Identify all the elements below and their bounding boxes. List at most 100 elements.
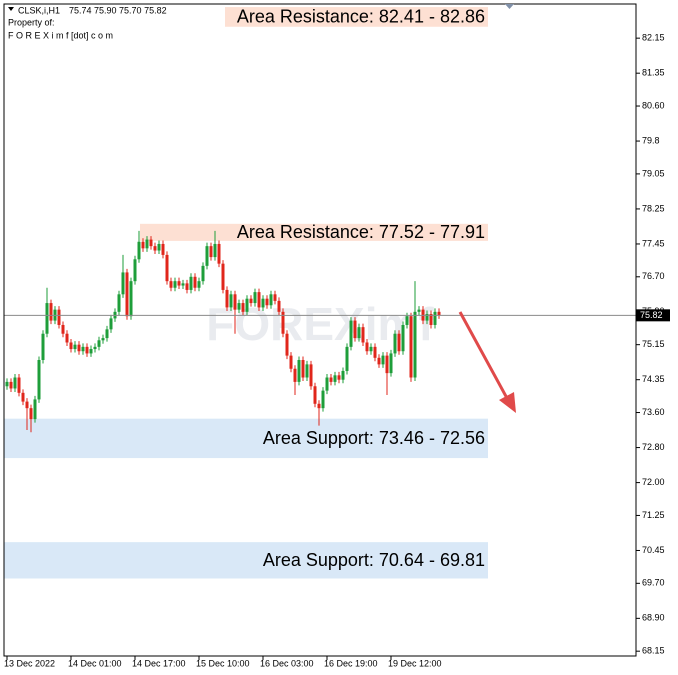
candle-body xyxy=(257,292,261,308)
candle-body xyxy=(141,241,145,249)
candle-body xyxy=(125,272,129,317)
candle-body xyxy=(337,375,341,380)
candle-body xyxy=(365,342,369,352)
candle-body xyxy=(433,311,437,325)
price-label: 75.82 xyxy=(640,310,663,320)
candle-body xyxy=(297,359,301,382)
y-tick-label: 74.35 xyxy=(642,374,665,384)
y-tick-label: 73.60 xyxy=(642,407,665,417)
candle-body xyxy=(189,276,193,290)
candle-body xyxy=(197,281,201,288)
candle-body xyxy=(373,346,377,358)
candle-body xyxy=(65,333,69,343)
candle-body xyxy=(181,283,185,286)
candle-body xyxy=(221,263,225,290)
candle-body xyxy=(369,346,373,352)
candle-body xyxy=(93,346,97,350)
candle-body xyxy=(161,243,165,255)
y-tick-label: 75.15 xyxy=(642,339,665,349)
plot xyxy=(4,230,636,433)
candle-body xyxy=(185,283,189,290)
candle-body xyxy=(137,241,141,260)
candle-body xyxy=(265,298,269,306)
candle-body xyxy=(437,311,441,316)
zone-label: Area Support: 70.64 - 69.81 xyxy=(263,550,485,570)
candle-body xyxy=(61,324,65,334)
y-tick-label: 72.80 xyxy=(642,442,665,452)
ohlc-text: 75.74 75.90 75.70 75.82 xyxy=(69,5,167,15)
candle-body xyxy=(49,303,53,321)
candle-body xyxy=(201,265,205,282)
candle-body xyxy=(105,329,109,339)
candle-body xyxy=(253,292,257,304)
candle-body xyxy=(301,359,305,378)
candle-body xyxy=(261,298,265,308)
plot-border xyxy=(3,3,637,657)
y-tick-label: 70.45 xyxy=(642,545,665,555)
y-tick-label: 80.60 xyxy=(642,100,665,110)
candle-body xyxy=(73,344,77,350)
candle-body xyxy=(117,294,121,312)
candle-body xyxy=(377,357,381,365)
candle-body xyxy=(397,333,401,352)
zone xyxy=(225,7,488,27)
candle-body xyxy=(357,327,361,339)
candle-body xyxy=(149,239,153,247)
candle-body xyxy=(37,359,41,400)
x-tick-label: 14 Dec 01:00 xyxy=(68,658,122,668)
candle-body xyxy=(89,349,93,354)
candle-body xyxy=(317,403,321,409)
candle-body xyxy=(413,311,417,378)
candle-body xyxy=(169,281,173,288)
candle-body xyxy=(273,294,277,301)
y-tick-label: 68.15 xyxy=(642,646,665,656)
candle-body xyxy=(69,342,73,350)
candle-body xyxy=(193,276,197,288)
candle-body xyxy=(133,259,137,282)
candle-body xyxy=(289,355,293,369)
y-tick-label: 76.70 xyxy=(642,271,665,281)
x-tick-label: 15 Dec 10:00 xyxy=(196,658,250,668)
y-tick-label: 69.70 xyxy=(642,578,665,588)
candle-body xyxy=(129,281,133,317)
candle-body xyxy=(321,390,325,409)
candle-body xyxy=(25,401,29,409)
scroll-marker xyxy=(505,4,514,9)
candle-body xyxy=(425,314,429,321)
candle-body xyxy=(389,353,393,374)
candle-body xyxy=(145,239,149,249)
zone-label: Area Resistance: 82.41 - 82.86 xyxy=(237,7,485,27)
candle-body xyxy=(429,314,433,325)
candle-body xyxy=(81,346,85,352)
candle-body xyxy=(361,327,365,343)
candle-body xyxy=(205,246,209,266)
candle-body xyxy=(229,294,233,308)
y-tick-label: 79.8 xyxy=(642,135,660,145)
candle-body xyxy=(305,364,309,378)
candle-body xyxy=(85,346,89,354)
x-tick-label: 19 Dec 12:00 xyxy=(388,658,442,668)
x-tick-label: 16 Dec 03:00 xyxy=(260,658,314,668)
candle-body xyxy=(33,399,37,420)
candle-body xyxy=(309,364,313,387)
property-value: F O R E X i m f [dot] c o m xyxy=(8,30,113,40)
candle-body xyxy=(341,370,345,380)
candle-body xyxy=(5,381,9,387)
candle-body xyxy=(353,320,357,339)
y-tick-label: 78.25 xyxy=(642,203,665,213)
candle-body xyxy=(77,344,81,352)
candle-body xyxy=(173,281,177,288)
candle-body xyxy=(349,320,353,347)
candle-body xyxy=(385,355,389,374)
candle-body xyxy=(393,333,397,354)
candle-body xyxy=(313,386,317,404)
candle-body xyxy=(13,377,17,389)
candle-body xyxy=(121,272,125,295)
candle-body xyxy=(381,355,385,365)
candle-body xyxy=(225,289,229,308)
price-label-box xyxy=(636,309,670,322)
zone xyxy=(140,223,488,241)
symbol: CLSK,i,H1 xyxy=(18,5,60,15)
candle-body xyxy=(269,294,273,306)
